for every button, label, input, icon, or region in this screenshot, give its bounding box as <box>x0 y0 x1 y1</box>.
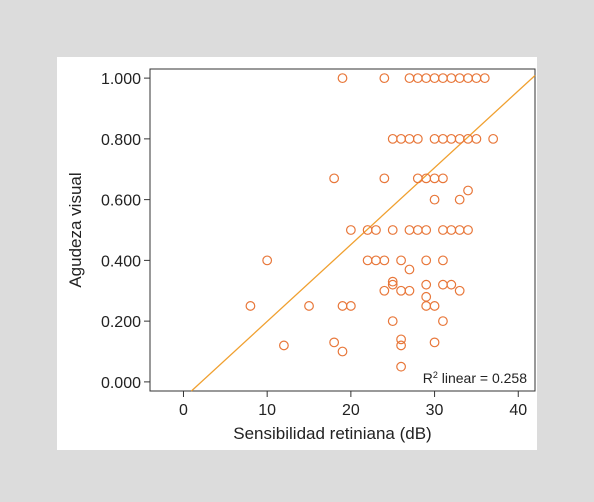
data-point <box>446 279 457 290</box>
data-point <box>279 340 289 351</box>
x-tick-label: 0 <box>179 402 188 419</box>
data-point <box>488 133 499 144</box>
data-point <box>379 285 390 296</box>
data-point <box>396 285 406 296</box>
x-axis-title: Sensibilidad retiniana (dB) <box>233 424 431 443</box>
scatter-chart: 0 10 20 30 40 0.000 0.200 0.400 0.600 0.800 1.000… <box>66 68 536 443</box>
data-point <box>429 301 440 311</box>
data-point <box>471 133 482 144</box>
annotation-text: linear = 0.258 <box>438 370 527 386</box>
data-point <box>438 316 448 327</box>
data-point <box>446 225 457 235</box>
data-point <box>245 301 256 311</box>
x-tick-label: 40 <box>509 402 527 419</box>
x-tick-label: 20 <box>342 402 360 419</box>
data-point <box>329 173 340 184</box>
data-point <box>479 73 490 84</box>
data-point <box>454 73 465 84</box>
annotation-superscript: 2 <box>433 370 438 380</box>
annotation-r: R <box>423 370 433 386</box>
data-point <box>304 301 314 311</box>
data-point <box>463 73 473 84</box>
data-point <box>429 194 440 205</box>
y-tick-label: 0.800 <box>101 132 141 149</box>
x-tick-label: 30 <box>426 402 444 419</box>
data-point <box>345 301 356 311</box>
data-point <box>454 194 465 205</box>
data-points <box>245 73 499 372</box>
data-point <box>438 279 448 290</box>
data-point <box>387 279 398 290</box>
data-point <box>396 340 406 351</box>
data-point <box>429 337 440 348</box>
data-point <box>454 225 465 235</box>
data-point <box>404 285 415 296</box>
data-point <box>438 173 448 184</box>
data-point <box>396 133 406 144</box>
data-point <box>454 285 465 296</box>
y-axis-title: Agudeza visual <box>66 172 85 287</box>
data-point <box>421 225 432 235</box>
data-point <box>421 279 432 290</box>
data-point <box>396 334 406 345</box>
data-point <box>362 255 373 266</box>
data-point <box>438 255 448 266</box>
data-point <box>438 73 448 84</box>
data-point <box>404 264 415 275</box>
data-point <box>387 276 398 287</box>
data-point <box>412 225 423 235</box>
data-point <box>345 225 356 235</box>
y-tick-label: 0.200 <box>101 314 141 331</box>
data-point <box>404 73 415 84</box>
data-point <box>429 173 440 184</box>
data-point <box>438 225 448 235</box>
data-point <box>421 301 432 311</box>
data-point <box>379 173 390 184</box>
data-point <box>438 133 448 144</box>
chart-panel: 0 10 20 30 40 0.000 0.200 0.400 0.600 0.800 1.000… <box>57 57 537 450</box>
y-tick-label: 0.400 <box>101 253 141 270</box>
data-point <box>412 133 423 144</box>
data-point <box>446 73 457 84</box>
data-point <box>421 73 432 84</box>
data-point <box>454 133 465 144</box>
data-point <box>404 133 415 144</box>
data-point <box>262 255 273 266</box>
data-point <box>387 225 398 235</box>
data-point <box>329 337 340 348</box>
data-point <box>387 316 398 327</box>
data-point <box>412 73 423 84</box>
data-point <box>412 173 423 184</box>
y-tick-label: 1.000 <box>101 71 141 88</box>
plot-border <box>149 68 536 392</box>
data-point <box>387 133 398 144</box>
plot-frame <box>149 68 536 392</box>
data-point <box>337 73 348 84</box>
y-tick-label: 0.000 <box>101 375 141 392</box>
data-point <box>463 185 473 196</box>
data-point <box>379 255 390 266</box>
r-squared-annotation: R2 linear = 0.258 <box>423 370 527 386</box>
data-point <box>404 225 415 235</box>
data-point <box>471 73 482 84</box>
data-point <box>446 133 457 144</box>
y-axis-ticks: 0.000 0.200 0.400 0.600 0.800 1.000 <box>101 71 150 392</box>
data-point <box>421 291 432 302</box>
data-point <box>429 73 440 84</box>
data-point <box>371 225 381 235</box>
data-point <box>421 255 432 266</box>
data-point <box>337 346 348 357</box>
data-point <box>396 361 406 372</box>
data-point <box>429 133 440 144</box>
data-point <box>337 301 348 311</box>
fit-line-group <box>190 75 536 392</box>
data-point <box>371 255 381 266</box>
fit-line <box>190 75 536 392</box>
x-axis-ticks: 0 10 20 30 40 <box>179 391 527 419</box>
data-point <box>396 255 406 266</box>
y-tick-label: 0.600 <box>101 193 141 210</box>
data-point <box>463 225 473 235</box>
x-tick-label: 10 <box>258 402 276 419</box>
data-point <box>379 73 390 84</box>
